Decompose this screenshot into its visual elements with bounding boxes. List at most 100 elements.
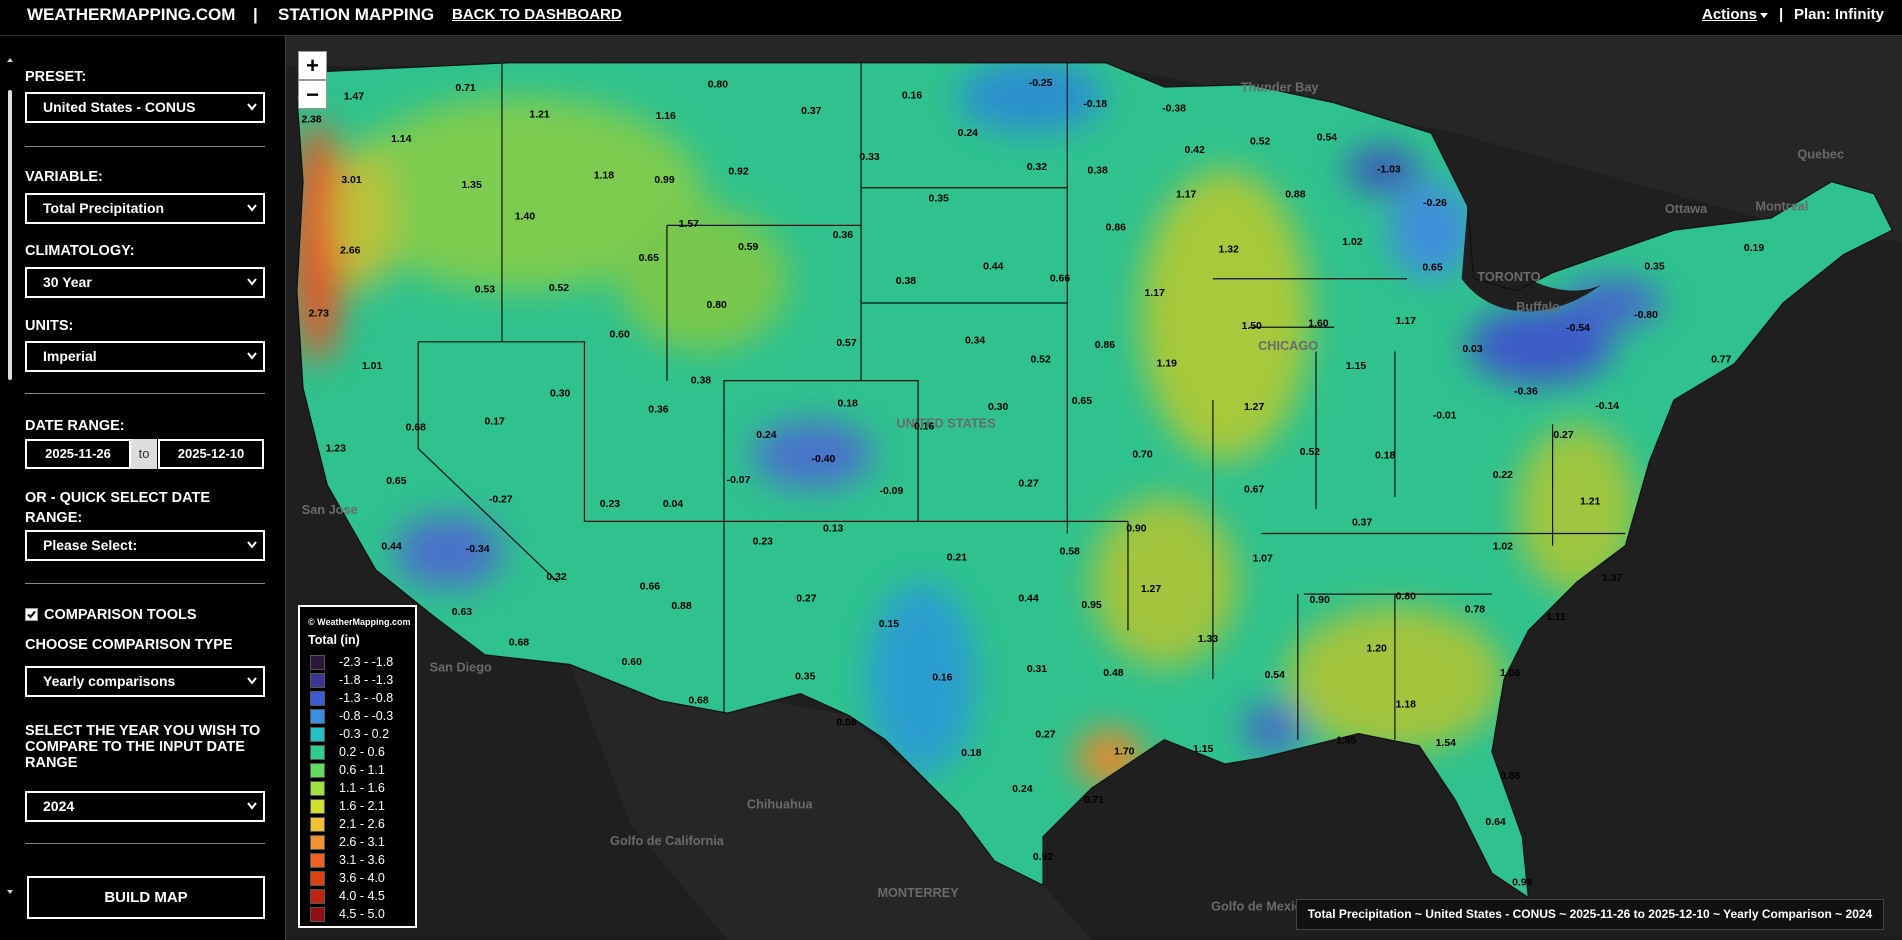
preset-label: PRESET: [25, 69, 87, 85]
legend-row: 4.5 - 5.0 [310, 907, 385, 923]
station-value: 0.23 [600, 499, 620, 510]
legend-row: 2.1 - 2.6 [310, 817, 385, 833]
chevron-path [247, 541, 257, 549]
legend-label: -1.8 - -1.3 [339, 673, 394, 687]
station-value: -0.01 [1433, 411, 1457, 422]
canada [286, 36, 1902, 243]
chevron-path [247, 677, 257, 685]
scrollbar[interactable] [6, 56, 14, 896]
station-value: 0.52 [549, 283, 569, 294]
station-value: 1.07 [1252, 554, 1272, 565]
station-value: 0.52 [1300, 447, 1320, 458]
station-value: 3.01 [341, 175, 361, 186]
comparison-type-label: CHOOSE COMPARISON TYPE [25, 637, 233, 653]
station-value: 0.44 [381, 542, 401, 553]
legend-label: 1.6 - 2.1 [339, 799, 385, 813]
station-value: 0.70 [1132, 449, 1152, 460]
variable-label: VARIABLE: [25, 169, 103, 185]
comparison-checkbox[interactable] [25, 608, 38, 621]
legend-swatch [310, 781, 325, 797]
units-select[interactable]: Imperial [25, 341, 265, 372]
chevron [247, 103, 257, 111]
station-value: 0.86 [1095, 340, 1115, 351]
station-value: 0.23 [753, 537, 773, 548]
station-value: 0.54 [1317, 133, 1337, 144]
legend-swatch [310, 763, 325, 779]
legend-row: 3.6 - 4.0 [310, 871, 385, 887]
date-start[interactable]: 2025-11-26 [25, 439, 131, 469]
mexico [569, 664, 1092, 940]
station-value: 1.17 [1396, 316, 1416, 327]
station-value: 0.68 [406, 423, 426, 434]
chevron [247, 278, 257, 286]
station-value: 0.18 [1375, 451, 1395, 462]
station-value: 0.63 [452, 607, 472, 618]
back-link[interactable]: BACK TO DASHBOARD [452, 6, 622, 23]
date-end[interactable]: 2025-12-10 [158, 439, 264, 469]
station-value: 0.65 [386, 476, 406, 487]
station-value: 0.16 [902, 90, 922, 101]
station-value: 0.88 [1500, 771, 1520, 782]
station-value: 1.37 [1602, 573, 1622, 584]
station-value: 1.18 [594, 170, 614, 181]
quick-select[interactable]: Please Select: [25, 530, 265, 561]
station-value: 0.68 [688, 696, 708, 707]
units-label: UNITS: [25, 318, 74, 334]
station-value: -0.54 [1566, 323, 1590, 334]
station-value: 0.60 [622, 657, 642, 668]
station-value: 1.15 [1193, 744, 1213, 755]
comparison-type-select[interactable]: Yearly comparisons [25, 666, 265, 697]
separator [25, 843, 265, 844]
map-caption: Total Precipitation ~ United States - CO… [1296, 899, 1884, 930]
station-value: 1.20 [1367, 644, 1387, 655]
climatology-select[interactable]: 30 Year [25, 267, 265, 298]
legend-label: 0.2 - 0.6 [339, 745, 385, 759]
station-value: 0.78 [1465, 605, 1485, 616]
station-value: 0.90 [1126, 523, 1146, 534]
place-label: Thunder Bay [1241, 80, 1319, 95]
variable-select-value: Total Precipitation [43, 200, 165, 216]
station-value: 1.32 [1219, 244, 1239, 255]
station-value: 1.55 [1336, 736, 1356, 747]
build-map-button[interactable]: BUILD MAP [27, 876, 265, 919]
station-value: 0.22 [1493, 470, 1513, 481]
station-value: 0.90 [1310, 595, 1330, 606]
station-value: 0.35 [795, 671, 815, 682]
comparison-type-select-value: Yearly comparisons [43, 673, 176, 689]
compare-year-select[interactable]: 2024 [25, 791, 265, 822]
legend-label: -2.3 - -1.8 [339, 655, 394, 669]
station-value: 0.99 [654, 175, 674, 186]
brand[interactable]: WEATHERMAPPING.COM [27, 5, 236, 24]
variable-select[interactable]: Total Precipitation [25, 193, 265, 224]
station-value: 0.66 [640, 582, 660, 593]
station-value: 2.38 [301, 115, 321, 126]
station-value: 0.38 [1087, 165, 1107, 176]
legend-swatch [310, 853, 325, 869]
station-value: 0.95 [1081, 600, 1101, 611]
zoom-out[interactable]: − [298, 80, 327, 109]
legend-label: -1.3 - -0.8 [339, 691, 394, 705]
legend-swatch [310, 817, 325, 833]
station-value: 1.23 [326, 443, 346, 454]
date-range-label: DATE RANGE: [25, 418, 125, 434]
checkmark [27, 610, 36, 619]
station-value: 0.68 [509, 637, 529, 648]
station-value: 0.60 [609, 329, 629, 340]
station-value: 1.17 [1145, 288, 1165, 299]
station-value: 0.27 [796, 594, 816, 605]
station-value: 1.27 [1141, 584, 1161, 595]
station-value: 0.18 [838, 398, 858, 409]
actions-menu[interactable]: Actions [1702, 6, 1758, 23]
legend: © WeatherMapping.com Total (in) -2.3 - -… [298, 605, 417, 928]
preset-select[interactable]: United States - CONUS [25, 92, 265, 123]
station-value: 0.38 [896, 276, 916, 287]
station-value: 1.54 [1436, 738, 1456, 749]
map[interactable]: Thunder Bay Quebec Ottawa Montreal TORONTO Bu… [286, 36, 1902, 940]
station-value: 0.71 [1084, 795, 1104, 806]
separator: | [253, 5, 258, 24]
station-value: 1.33 [1198, 634, 1218, 645]
station-value: 2.66 [340, 246, 360, 257]
station-value: 0.80 [708, 79, 728, 90]
zoom-in[interactable]: + [298, 51, 327, 80]
station-value: 0.30 [988, 402, 1008, 413]
